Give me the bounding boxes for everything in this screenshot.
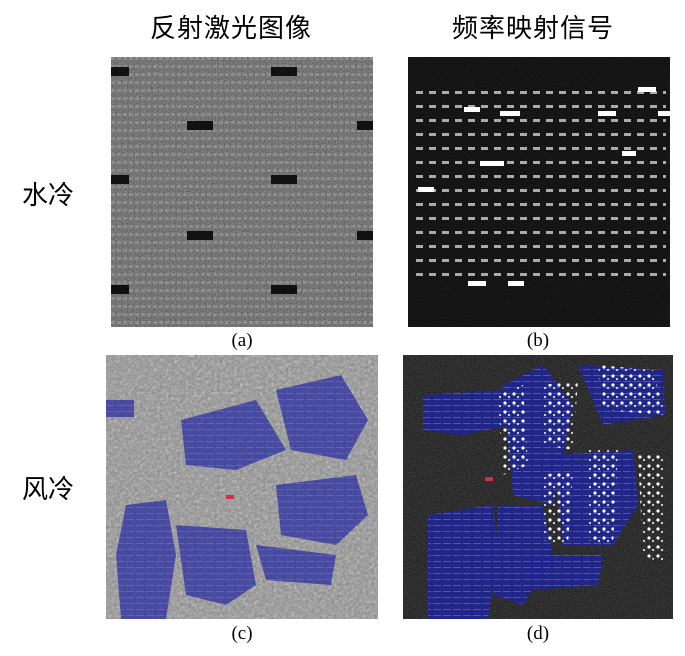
panel-a-laser-image-water [111,57,373,327]
panel-c-laser-image-air [106,355,378,619]
caption-c: (c) [212,623,272,645]
column-title-reflected-laser: 反射激光图像 [150,8,312,45]
panel-d-frequency-map-air [403,355,673,619]
caption-d: (d) [508,623,568,645]
row-label-water-cooling: 水冷 [22,175,74,212]
caption-a: (a) [212,330,272,352]
panel-b-frequency-map-water [408,57,670,327]
row-label-air-cooling: 风冷 [22,469,74,506]
caption-b: (b) [508,330,568,352]
column-title-frequency-mapping: 频率映射信号 [452,8,614,45]
